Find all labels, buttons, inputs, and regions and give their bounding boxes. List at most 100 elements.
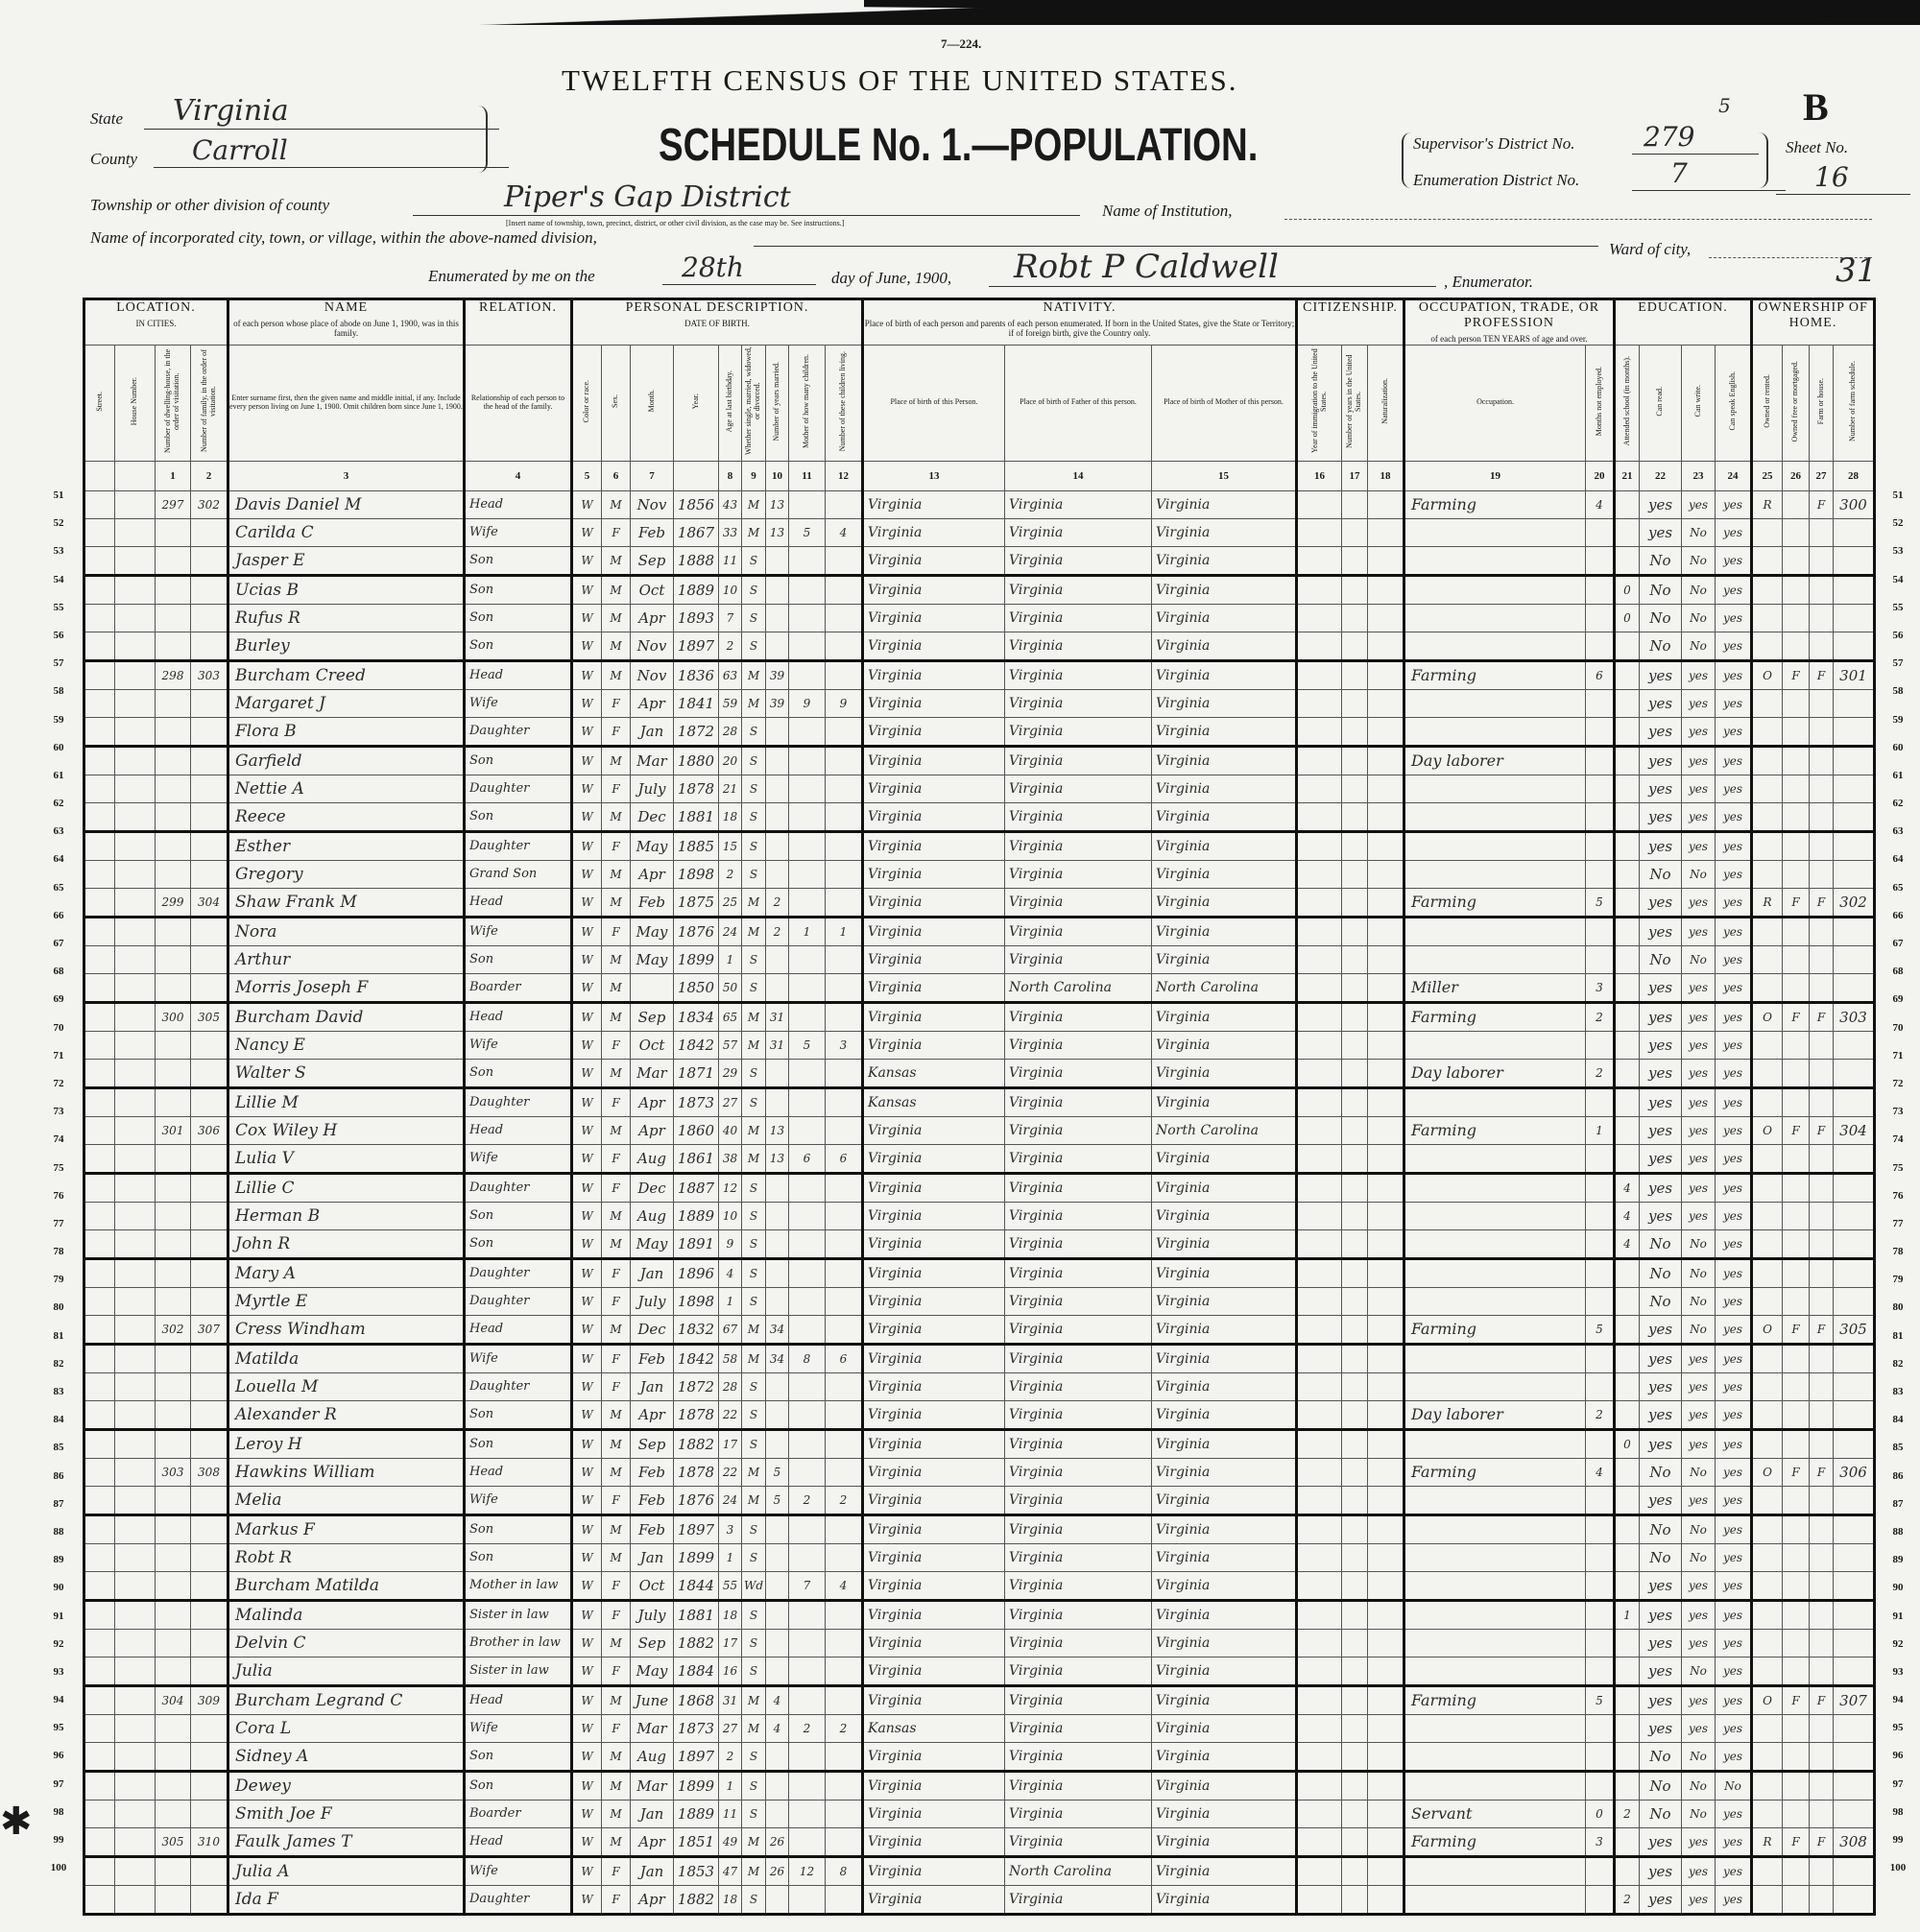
cell-children-born — [788, 631, 826, 662]
cell-street — [83, 745, 115, 775]
cell-color: W — [570, 659, 602, 690]
cell-mother-birthplace: Virginia — [1151, 574, 1297, 605]
cell-birth-year: 1897 — [673, 631, 719, 662]
line-numbers-left: 51 52 53 54 55 56 57 58 59 60 61 62 63 64 65 66 67 68 69 70… — [44, 482, 73, 1882]
cell-months-unemployed — [1585, 1713, 1615, 1743]
cell-farm-house — [1809, 745, 1834, 775]
cell-naturalization — [1367, 1201, 1404, 1230]
cell-children-living — [825, 745, 863, 775]
table-row: Markus F Son W M Feb 1897 3 S Virginia Virginia Vi… — [83, 1514, 1875, 1544]
cell-birthplace: Virginia — [861, 916, 1005, 946]
cell-sex: M — [601, 631, 631, 662]
cell-school-months — [1613, 1457, 1640, 1487]
cell-occupation — [1403, 603, 1586, 632]
cell-sex: M — [601, 659, 631, 690]
cell-name: Nettie A — [227, 774, 465, 803]
table-row: Louella M Daughter W F Jan 1872 28 S Virginia Vir… — [83, 1371, 1875, 1401]
column-number: 23 — [1681, 460, 1716, 491]
cell-children-born — [788, 574, 826, 605]
cell-street — [83, 1086, 115, 1117]
cell-family-number — [190, 1371, 228, 1401]
cell-children-living — [825, 1628, 863, 1658]
enumerator-label: , Enumerator. — [1444, 273, 1534, 291]
cell-months-unemployed — [1585, 1599, 1615, 1630]
cell-years-in-us — [1341, 774, 1368, 803]
cell-free-mortgaged — [1782, 801, 1810, 833]
cell-months-unemployed — [1585, 916, 1615, 946]
cell-years-in-us — [1341, 1656, 1368, 1687]
cell-can-read: yes — [1639, 659, 1682, 690]
cell-birthplace: Virginia — [861, 1030, 1005, 1060]
cell-can-read: yes — [1639, 1826, 1682, 1858]
cell-farm-house — [1809, 574, 1834, 605]
column-header-dwelling-number: Number of dwelling-house, in the order o… — [155, 344, 191, 462]
cell-free-mortgaged — [1782, 1570, 1810, 1602]
cell-can-read: No — [1639, 603, 1682, 632]
cell-mother-birthplace: Virginia — [1151, 1257, 1297, 1288]
cell-farm-house: F — [1809, 489, 1834, 519]
cell-years-in-us — [1341, 1058, 1368, 1089]
cell-naturalization — [1367, 1826, 1404, 1858]
cell-house-number — [114, 859, 156, 889]
cell-birthplace: Virginia — [861, 1770, 1005, 1801]
cell-farm-house — [1809, 631, 1834, 662]
cell-birth-month: Mar — [630, 1058, 674, 1089]
cell-can-read: yes — [1639, 1086, 1682, 1117]
cell-name: Smith Joe F — [227, 1799, 465, 1828]
column-header-free-mortgaged: Owned free or mortgaged. — [1782, 344, 1810, 462]
cell-mother-birthplace: Virginia — [1151, 1770, 1297, 1801]
cell-can-read: yes — [1639, 1343, 1682, 1373]
cell-age: 43 — [718, 489, 742, 519]
cell-house-number — [114, 1257, 156, 1288]
cell-mother-birthplace: Virginia — [1151, 688, 1297, 718]
cell-naturalization — [1367, 659, 1404, 690]
cell-children-born — [788, 489, 826, 519]
cell-children-living — [825, 716, 863, 748]
cell-occupation: Farming — [1403, 489, 1586, 519]
cell-occupation: Farming — [1403, 887, 1586, 918]
cell-marital-status: S — [741, 1172, 766, 1203]
cell-sex: M — [601, 489, 631, 519]
cell-age: 10 — [718, 574, 742, 605]
cell-free-mortgaged — [1782, 489, 1810, 519]
column-number — [83, 460, 115, 491]
cell-name: Lulia V — [227, 1143, 465, 1175]
cell-farm-schedule-number: 305 — [1833, 1314, 1875, 1346]
cell-months-unemployed — [1585, 944, 1615, 974]
schedule-title: SCHEDULE No. 1.—POPULATION. — [659, 120, 1259, 171]
cell-sex: M — [601, 1058, 631, 1089]
cell-age: 40 — [718, 1115, 742, 1145]
cell-can-write: No — [1681, 603, 1716, 632]
cell-age: 27 — [718, 1086, 742, 1117]
cell-street — [83, 1770, 115, 1801]
cell-school-months — [1613, 830, 1640, 861]
cell-years-in-us — [1341, 1457, 1368, 1487]
cell-years-in-us — [1341, 716, 1368, 748]
cell-farm-house — [1809, 1030, 1834, 1060]
cell-owned-rented — [1750, 944, 1783, 974]
cell-can-speak-english: yes — [1715, 1286, 1752, 1316]
cell-farm-house — [1809, 1172, 1834, 1203]
cell-age: 1 — [718, 944, 742, 974]
cell-birth-month: Dec — [630, 1172, 674, 1203]
cell-occupation — [1403, 1485, 1586, 1516]
group-header: RELATION. — [463, 298, 572, 346]
cell-father-birthplace: Virginia — [1004, 1428, 1152, 1459]
cell-school-months — [1613, 1399, 1640, 1431]
cell-children-born: 8 — [788, 1343, 826, 1373]
cell-house-number — [114, 972, 156, 1004]
column-label: Number of dwelling-house, in the order o… — [163, 349, 180, 454]
cell-years-in-us — [1341, 1086, 1368, 1117]
table-row: Delvin C Brother in law W M Sep 1882 17 S Virgin… — [83, 1628, 1875, 1658]
cell-can-read: yes — [1639, 1428, 1682, 1459]
cell-dwelling-number — [155, 972, 191, 1004]
cell-immigration-year — [1295, 603, 1342, 632]
cell-months-unemployed — [1585, 1485, 1615, 1516]
cell-sex: M — [601, 1542, 631, 1572]
cell-color: W — [570, 1115, 602, 1145]
cell-farm-schedule-number — [1833, 1542, 1875, 1572]
cell-months-unemployed — [1585, 1770, 1615, 1801]
cell-relation: Wife — [463, 1485, 572, 1516]
cell-occupation — [1403, 1713, 1586, 1743]
cell-can-read: yes — [1639, 1030, 1682, 1060]
